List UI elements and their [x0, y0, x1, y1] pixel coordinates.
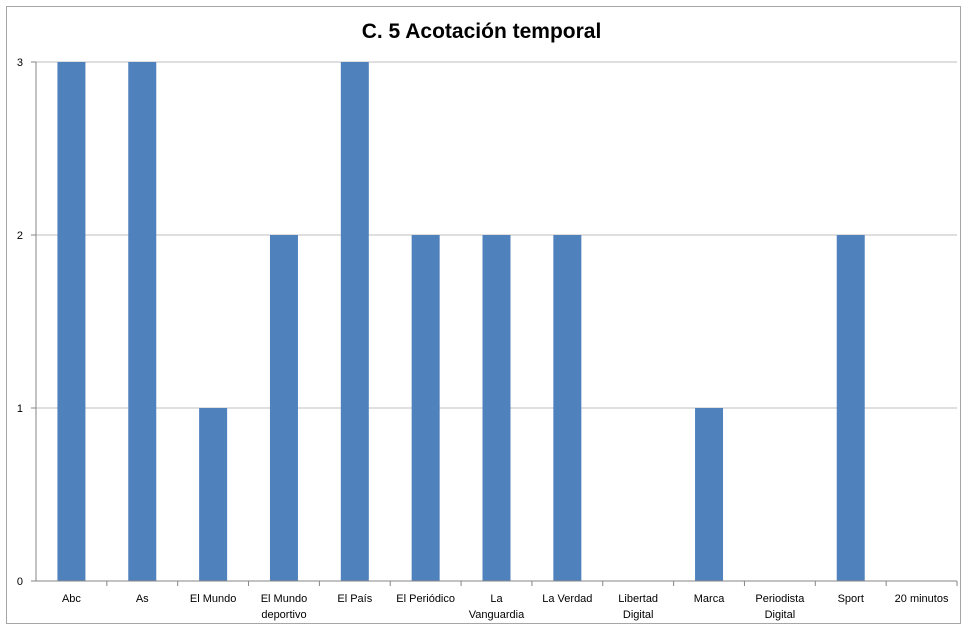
- x-tick-label: El Mundo: [190, 593, 236, 605]
- bar: [411, 235, 440, 581]
- bar: [836, 235, 865, 581]
- x-tick-label: Abc: [62, 593, 81, 605]
- bar: [199, 408, 228, 581]
- bar: [695, 408, 724, 581]
- x-tick-label: La Vanguardia: [469, 593, 525, 621]
- bars: [57, 62, 865, 581]
- bar: [340, 62, 369, 581]
- bar: [553, 235, 582, 581]
- x-tick-label: El Mundo deportivo: [261, 593, 307, 621]
- x-tick-label: El Periódico: [396, 593, 455, 605]
- y-tick-labels: 0 1 2 3: [17, 57, 23, 588]
- x-tick-label: As: [136, 593, 149, 605]
- bar: [482, 235, 511, 581]
- axes: [31, 61, 958, 586]
- bar: [57, 62, 86, 581]
- x-tick-label: Marca: [694, 593, 725, 605]
- y-tick-label: 3: [17, 57, 23, 69]
- y-tick-label: 0: [17, 576, 23, 588]
- y-tick-label: 1: [17, 403, 23, 415]
- x-tick-label: El País: [337, 593, 372, 605]
- chart-title: C. 5 Acotación temporal: [361, 20, 602, 43]
- x-tick-label: Periodista Digital: [755, 593, 805, 621]
- y-tick-label: 2: [17, 230, 23, 242]
- x-tick-label: La Verdad: [542, 593, 592, 605]
- x-tick-label: 20 minutos: [895, 593, 949, 605]
- x-tick-label: Sport: [838, 593, 864, 605]
- bar: [128, 62, 157, 581]
- bar: [269, 235, 298, 581]
- x-tick-label: Libertad Digital: [618, 593, 658, 621]
- x-tick-labels: Abc As El Mundo El Mundo deportivo El País El …: [62, 593, 949, 621]
